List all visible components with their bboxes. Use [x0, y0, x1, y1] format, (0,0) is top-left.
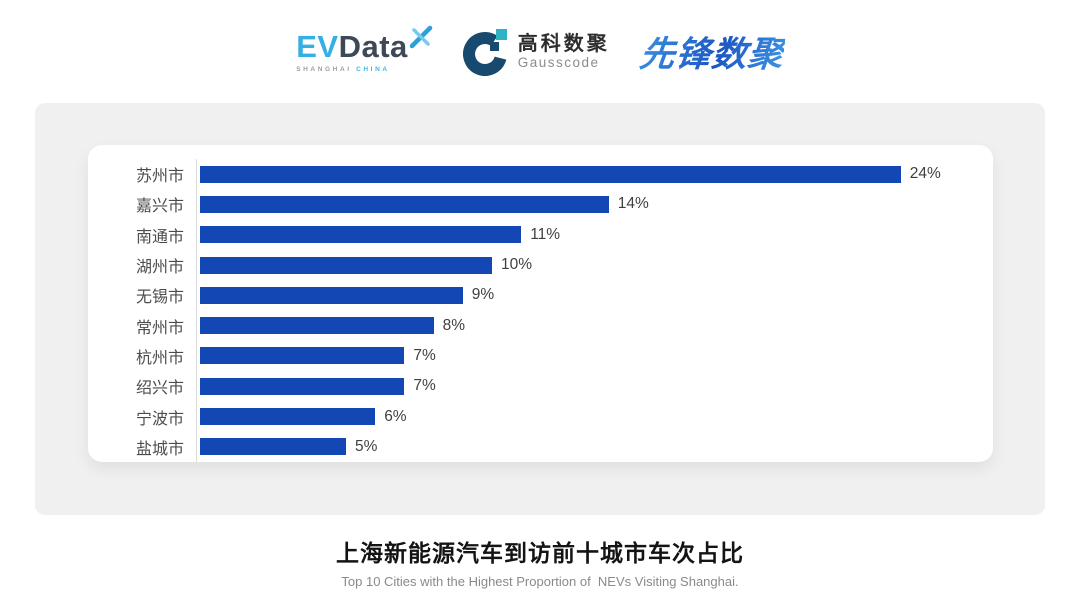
bar-row: 杭州市 7% [108, 340, 969, 372]
category-label: 南通市 [135, 228, 184, 246]
bar [200, 195, 609, 213]
bar-track: 11% [196, 219, 969, 250]
evdata-tagline-shanghai: SHANGHAI [296, 65, 352, 73]
chart-panel: 苏州市 24% 嘉兴市 14% 南通市 11% 湖州市 10% 无锡市 9% 常州市 8% 杭州市 7% 绍… [35, 103, 1045, 515]
chart-title: 上海新能源汽车到访前十城市车次占比 [336, 540, 744, 566]
bar-track: 14% [196, 189, 969, 220]
category-label: 绍兴市 [135, 380, 184, 398]
value-label: 11% [530, 225, 561, 243]
chart-card: 苏州市 24% 嘉兴市 14% 南通市 11% 湖州市 10% 无锡市 9% 常州市 8% 杭州市 7% 绍… [88, 145, 993, 462]
bar [200, 347, 405, 365]
bar-row: 绍兴市 7% [108, 371, 969, 402]
category-label: 常州市 [135, 319, 184, 337]
value-label: 24% [909, 165, 941, 183]
bar-row: 苏州市 24% [108, 159, 969, 190]
evdata-x-icon [409, 25, 433, 48]
gausscode-cn-text: 高科数聚 [517, 32, 610, 55]
bar-track: 8% [196, 310, 969, 341]
chart-subtitle: Top 10 Cities with the Highest Proportio… [341, 574, 739, 589]
bar [200, 377, 405, 395]
bar-track: 6% [196, 401, 969, 432]
bar-row: 盐城市 5% [108, 431, 969, 462]
value-label: 9% [471, 286, 495, 304]
evdata-tagline-china: CHINA [356, 65, 390, 73]
pioneer-logo: 先锋数聚 [637, 26, 786, 77]
gausscode-g-icon [462, 28, 507, 76]
category-label: 湖州市 [135, 259, 184, 277]
bar-track: 10% [196, 249, 969, 281]
value-label: 6% [384, 407, 407, 425]
gausscode-en-text: Gausscode [517, 54, 600, 70]
logo-bar: EV Data SHANGHAI CHINA 高科数聚 Gausscode 先锋数… [0, 0, 1080, 103]
bar-track: 7% [196, 371, 969, 402]
category-label: 宁波市 [135, 410, 184, 428]
evdata-ev-text: EV [296, 28, 339, 64]
bar-track: 5% [196, 431, 969, 462]
value-label: 8% [442, 316, 465, 334]
value-label: 7% [413, 377, 436, 395]
evdata-data-text: Data [338, 28, 408, 64]
bar-row: 宁波市 6% [108, 401, 969, 432]
category-label: 杭州市 [135, 349, 184, 367]
bar-chart: 苏州市 24% 嘉兴市 14% 南通市 11% 湖州市 10% 无锡市 9% 常州市 8% 杭州市 7% 绍… [88, 145, 993, 462]
chart-caption: 上海新能源汽车到访前十城市车次占比 Top 10 Cities with the… [0, 534, 1080, 589]
bar [200, 438, 346, 456]
bar-track: 9% [196, 280, 969, 311]
bar [200, 408, 376, 426]
bar [200, 317, 434, 335]
bar-track: 7% [196, 340, 969, 372]
bar [200, 286, 463, 304]
bar [200, 165, 901, 183]
value-label: 7% [413, 346, 436, 364]
category-label: 无锡市 [135, 289, 184, 307]
bar [200, 256, 492, 274]
bar-row: 湖州市 10% [108, 249, 969, 281]
category-label: 苏州市 [135, 168, 184, 186]
gausscode-logo: 高科数聚 Gausscode [462, 28, 610, 76]
bar-row: 嘉兴市 14% [108, 189, 969, 220]
bar-row: 南通市 11% [108, 219, 969, 250]
evdata-tagline: SHANGHAI CHINA [296, 66, 389, 73]
bar [200, 226, 522, 244]
evdata-logo: EV Data SHANGHAI CHINA [296, 25, 433, 73]
value-label: 5% [355, 437, 378, 455]
category-label: 盐城市 [135, 440, 184, 458]
value-label: 10% [501, 256, 533, 274]
bar-track: 24% [196, 159, 969, 190]
bar-row: 常州市 8% [108, 310, 969, 341]
bar-row: 无锡市 9% [108, 280, 969, 311]
category-label: 嘉兴市 [135, 198, 184, 216]
value-label: 14% [617, 195, 649, 213]
